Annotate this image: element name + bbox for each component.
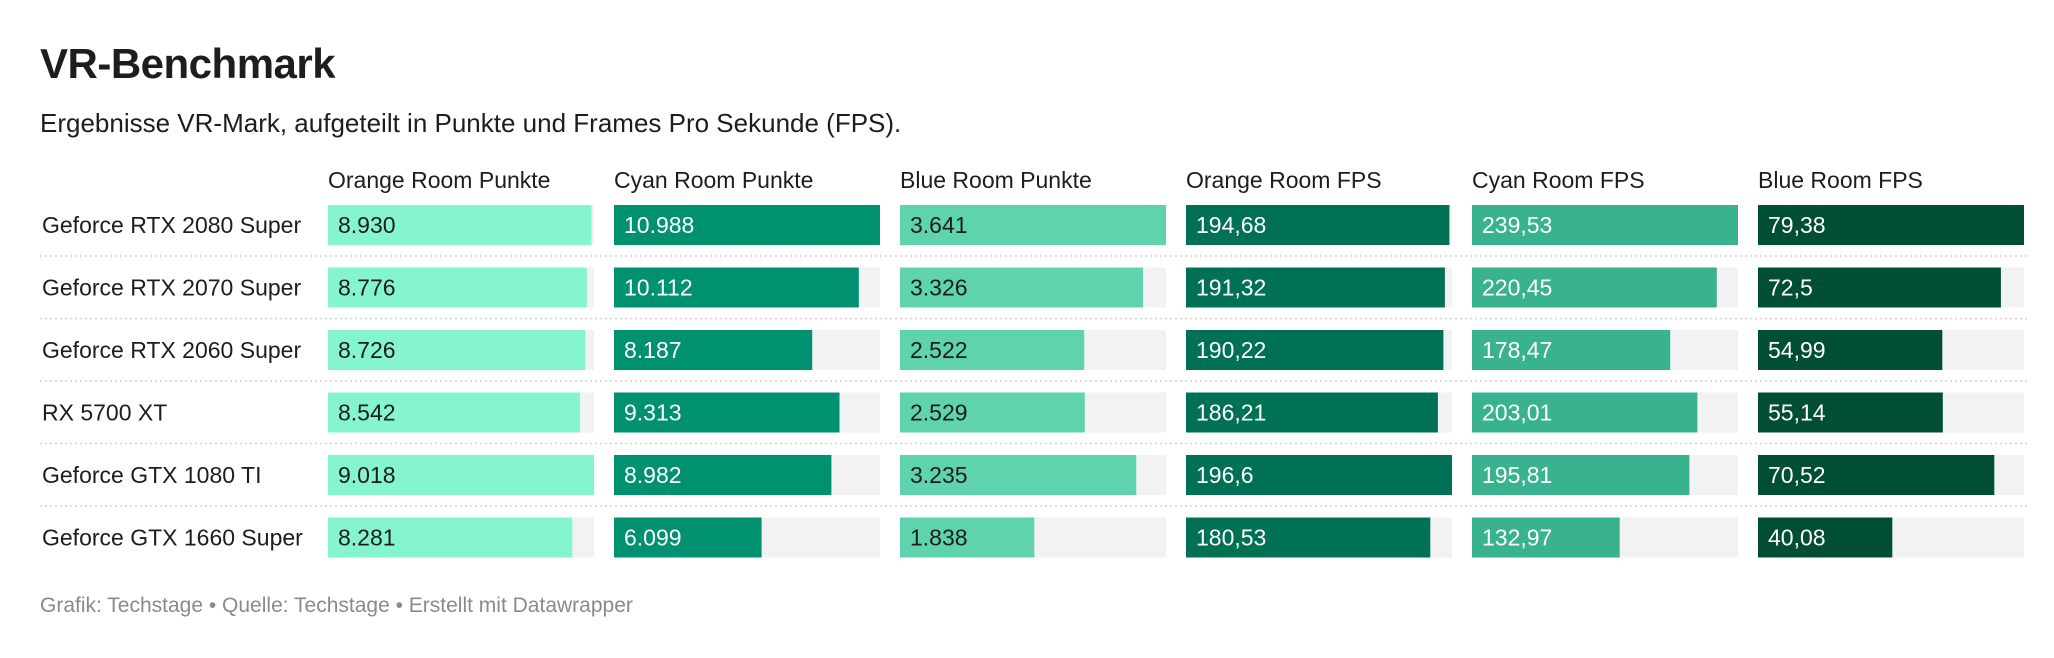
- bar: [614, 205, 880, 245]
- bar-value-label: 8.726: [338, 337, 396, 363]
- bar: [1472, 392, 1698, 433]
- bar: [1472, 517, 1620, 558]
- column-header: Orange Room Punkte: [328, 167, 550, 193]
- bar: [900, 267, 1143, 308]
- bar-value-label: 70,52: [1768, 462, 1826, 488]
- bar-value-label: 8.776: [338, 275, 396, 301]
- bar: [1758, 517, 1893, 558]
- bar-value-label: 9.018: [338, 462, 396, 488]
- bar: [1758, 392, 1943, 433]
- bar-value-label: 178,47: [1482, 337, 1552, 363]
- bar: [1472, 205, 1738, 245]
- row-label: Geforce RTX 2060 Super: [42, 337, 301, 363]
- bar-value-label: 8.930: [338, 212, 396, 238]
- bar-value-label: 186,21: [1196, 400, 1266, 426]
- column-header: Cyan Room FPS: [1472, 167, 1645, 193]
- bar: [1472, 330, 1671, 370]
- bar: [1758, 205, 2024, 245]
- bar: [328, 517, 573, 558]
- bar-value-label: 72,5: [1768, 275, 1813, 301]
- bar: [900, 205, 1166, 245]
- bar: [328, 455, 594, 495]
- bar-value-label: 79,38: [1768, 212, 1826, 238]
- bar-value-label: 190,22: [1196, 337, 1266, 363]
- bar: [1758, 330, 1943, 370]
- bar-value-label: 10.988: [624, 212, 694, 238]
- bar: [614, 267, 859, 308]
- bar: [1186, 517, 1431, 558]
- bar: [1472, 455, 1690, 495]
- bar-table-chart: Orange Room Punkte Cyan Room Punkte Blue R…: [40, 167, 2028, 558]
- bar-value-label: 8.542: [338, 400, 396, 426]
- bar-value-label: 3.326: [910, 275, 968, 301]
- bar-value-label: 2.529: [910, 400, 968, 426]
- bar: [900, 455, 1137, 495]
- bar-value-label: 54,99: [1768, 337, 1826, 363]
- bar: [900, 330, 1085, 370]
- bar: [1758, 267, 2001, 308]
- bar-value-label: 8.982: [624, 462, 682, 488]
- bar-value-label: 196,6: [1196, 462, 1254, 488]
- column-header: Cyan Room Punkte: [614, 167, 813, 193]
- bar-value-label: 8.281: [338, 525, 396, 551]
- row-label: RX 5700 XT: [42, 400, 167, 426]
- bar-value-label: 6.099: [624, 525, 682, 551]
- bar: [1186, 205, 1450, 245]
- bar: [1472, 267, 1717, 308]
- bar: [900, 517, 1035, 558]
- bar: [900, 392, 1085, 433]
- bar: [1186, 267, 1445, 308]
- bar: [614, 517, 762, 558]
- bar: [614, 330, 813, 370]
- bar: [1186, 455, 1452, 495]
- bar-value-label: 180,53: [1196, 525, 1266, 551]
- bar-value-label: 10.112: [624, 275, 693, 301]
- column-header: Blue Room Punkte: [900, 167, 1092, 193]
- row-label: Geforce GTX 1660 Super: [42, 525, 303, 551]
- row-label: Geforce GTX 1080 TI: [42, 462, 261, 488]
- bar: [614, 392, 840, 433]
- bar-value-label: 9.313: [624, 400, 682, 426]
- bar-value-label: 195,81: [1482, 462, 1552, 488]
- bar-value-label: 132,97: [1482, 525, 1552, 551]
- chart-subtitle: Ergebnisse VR-Mark, aufgeteilt in Punkte…: [40, 108, 902, 138]
- bar-value-label: 3.235: [910, 462, 968, 488]
- bar-value-label: 1.838: [910, 525, 968, 551]
- bar-value-label: 194,68: [1196, 212, 1266, 238]
- bar: [328, 392, 580, 433]
- bar-value-label: 2.522: [910, 337, 968, 363]
- bar: [328, 267, 587, 308]
- bar: [614, 455, 832, 495]
- bar-value-label: 8.187: [624, 337, 682, 363]
- bar-value-label: 203,01: [1482, 400, 1552, 426]
- column-header: Orange Room FPS: [1186, 167, 1382, 193]
- column-header: Blue Room FPS: [1758, 167, 1923, 193]
- bar-value-label: 40,08: [1768, 525, 1826, 551]
- bar: [1186, 392, 1438, 433]
- bar-value-label: 3.641: [910, 212, 968, 238]
- bar: [1758, 455, 1995, 495]
- chart-footer-notes: Grafik: Techstage • Quelle: Techstage • …: [40, 594, 633, 617]
- bar-value-label: 55,14: [1768, 400, 1826, 426]
- bar: [1186, 330, 1444, 370]
- bar-value-label: 220,45: [1482, 275, 1552, 301]
- bar: [328, 205, 592, 245]
- bar: [328, 330, 586, 370]
- bar-value-label: 239,53: [1482, 212, 1552, 238]
- row-label: Geforce RTX 2080 Super: [42, 212, 301, 238]
- bar-value-label: 191,32: [1196, 275, 1266, 301]
- row-label: Geforce RTX 2070 Super: [42, 275, 301, 301]
- chart-title: VR-Benchmark: [40, 40, 336, 87]
